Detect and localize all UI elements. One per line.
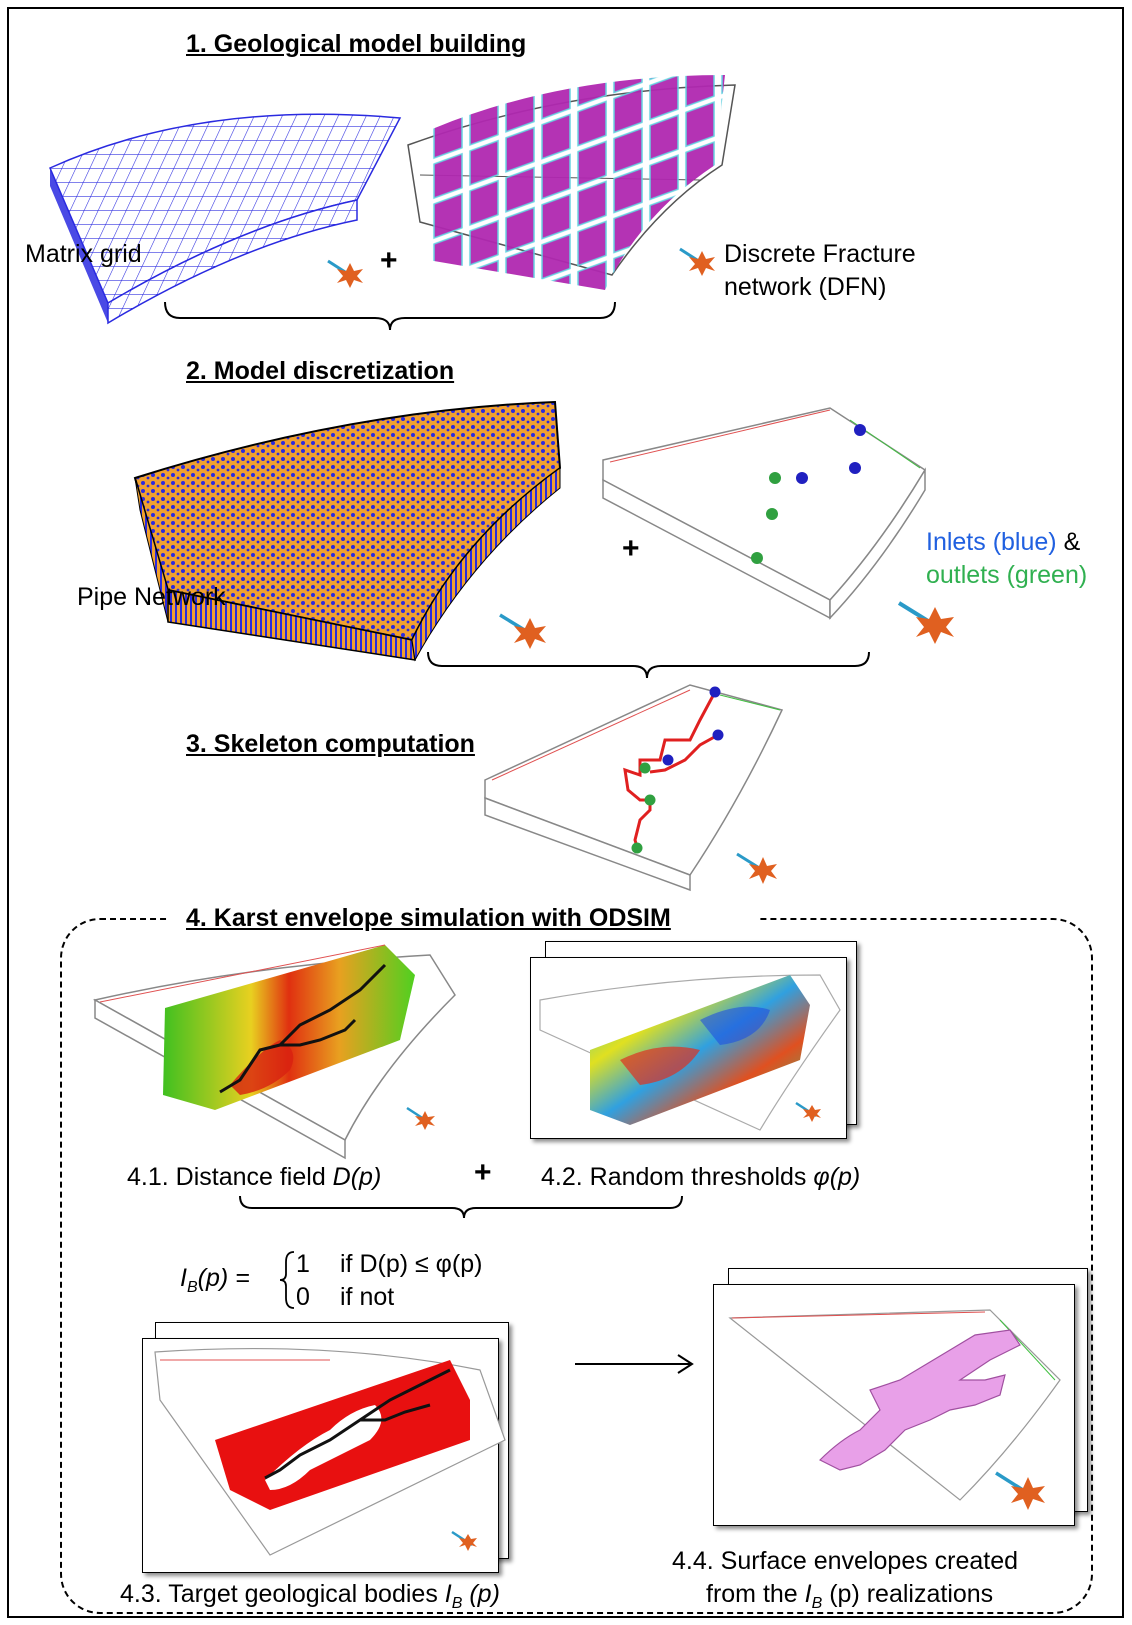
star-logo-icon [897, 601, 954, 644]
pipe-network-block [133, 400, 562, 662]
star-logo-icon [451, 1530, 477, 1551]
label-inlets-outlets: Inlets (blue) & [926, 528, 1080, 557]
plus-sign-2: + [622, 532, 640, 565]
label-surface-envelopes-pre: from the [706, 1580, 805, 1608]
brace-4 [239, 1195, 683, 1219]
label-dfn-line1: Discrete Fracture [724, 240, 916, 268]
brace-1 [164, 301, 616, 331]
formula-case0-value: 0 [296, 1283, 310, 1311]
star-logo-icon [406, 1106, 435, 1130]
formula-case0-condition: if not [340, 1283, 395, 1311]
star-logo-icon [795, 1101, 821, 1122]
label-distance-field-prefix: 4.1. Distance field [127, 1163, 333, 1191]
label-target-bodies: 4.3. Target geological bodies IB (p) [120, 1580, 500, 1614]
label-random-thresholds-symbol: φ(p) [813, 1163, 861, 1191]
label-dfn-line2: network (DFN) [724, 273, 887, 301]
star-logo-icon [995, 1471, 1045, 1510]
label-surface-envelopes-line1: 4.4. Surface envelopes created [672, 1547, 1019, 1575]
label-target-bodies-prefix: 4.3. Target geological bodies [120, 1580, 445, 1608]
formula-brace-icon [279, 1251, 295, 1309]
formula-case1-value: 1 [296, 1250, 310, 1278]
section-title-skeleton: 3. Skeleton computation [186, 730, 475, 758]
distance-field-block [92, 944, 456, 1160]
dash-gap [170, 910, 760, 926]
arrow-right-icon [575, 1354, 694, 1374]
section-title-model-discretization: 2. Model discretization [186, 357, 455, 385]
section-title-geological-model: 1. Geological model building [186, 30, 527, 58]
label-distance-field: 4.1. Distance field D(p) [127, 1163, 381, 1192]
brace-2 [427, 651, 870, 679]
dfn-block [407, 75, 736, 290]
figure-frame [7, 7, 1124, 1618]
plus-sign-3: + [474, 1156, 492, 1189]
label-amp: & [1056, 528, 1081, 556]
label-outlets: outlets (green) [926, 561, 1088, 589]
label-surface-envelopes-symbol: I [804, 1580, 812, 1608]
label-surface-envelopes-subscript: B [811, 1595, 823, 1612]
label-matrix-grid: Matrix grid [25, 240, 142, 268]
formula-case1-condition: if D(p) ≤ φ(p) [340, 1250, 483, 1278]
surface-envelopes-block [728, 1309, 1061, 1501]
formula-lhs-subscript: B [186, 1279, 198, 1296]
inlet-outlet-block [602, 407, 927, 620]
matrix-grid-block [49, 113, 402, 325]
label-surface-envelopes-post: (p) realizations [822, 1580, 994, 1608]
section-title-karst: 4. Karst envelope simulation with ODSIM [186, 904, 671, 932]
star-logo-icon [499, 613, 546, 649]
label-random-thresholds-prefix: 4.2. Random thresholds [541, 1163, 814, 1191]
star-logo-icon [736, 852, 777, 884]
indicator-formula-lhs: IB(p) = [180, 1264, 250, 1298]
target-bodies-block [154, 1347, 506, 1556]
label-pipe-network: Pipe Network [77, 583, 226, 611]
star-logo-icon [327, 259, 363, 288]
label-target-bodies-subscript: B [451, 1595, 463, 1612]
star-logo-icon [679, 247, 715, 276]
label-surface-envelopes-line2: from the IB (p) realizations [706, 1580, 993, 1614]
label-random-thresholds: 4.2. Random thresholds φ(p) [541, 1163, 860, 1192]
formula-lhs-arg: (p) = [197, 1264, 250, 1292]
label-inlets: Inlets (blue) [926, 528, 1057, 556]
label-distance-field-symbol: D(p) [332, 1163, 382, 1191]
label-target-bodies-arg: (p) [462, 1580, 500, 1608]
plus-sign-1: + [380, 244, 398, 277]
skeleton-block [484, 684, 784, 892]
random-thresholds-block [539, 974, 841, 1131]
label-target-bodies-symbol: I [444, 1580, 452, 1608]
formula-lhs-symbol: I [180, 1264, 187, 1292]
